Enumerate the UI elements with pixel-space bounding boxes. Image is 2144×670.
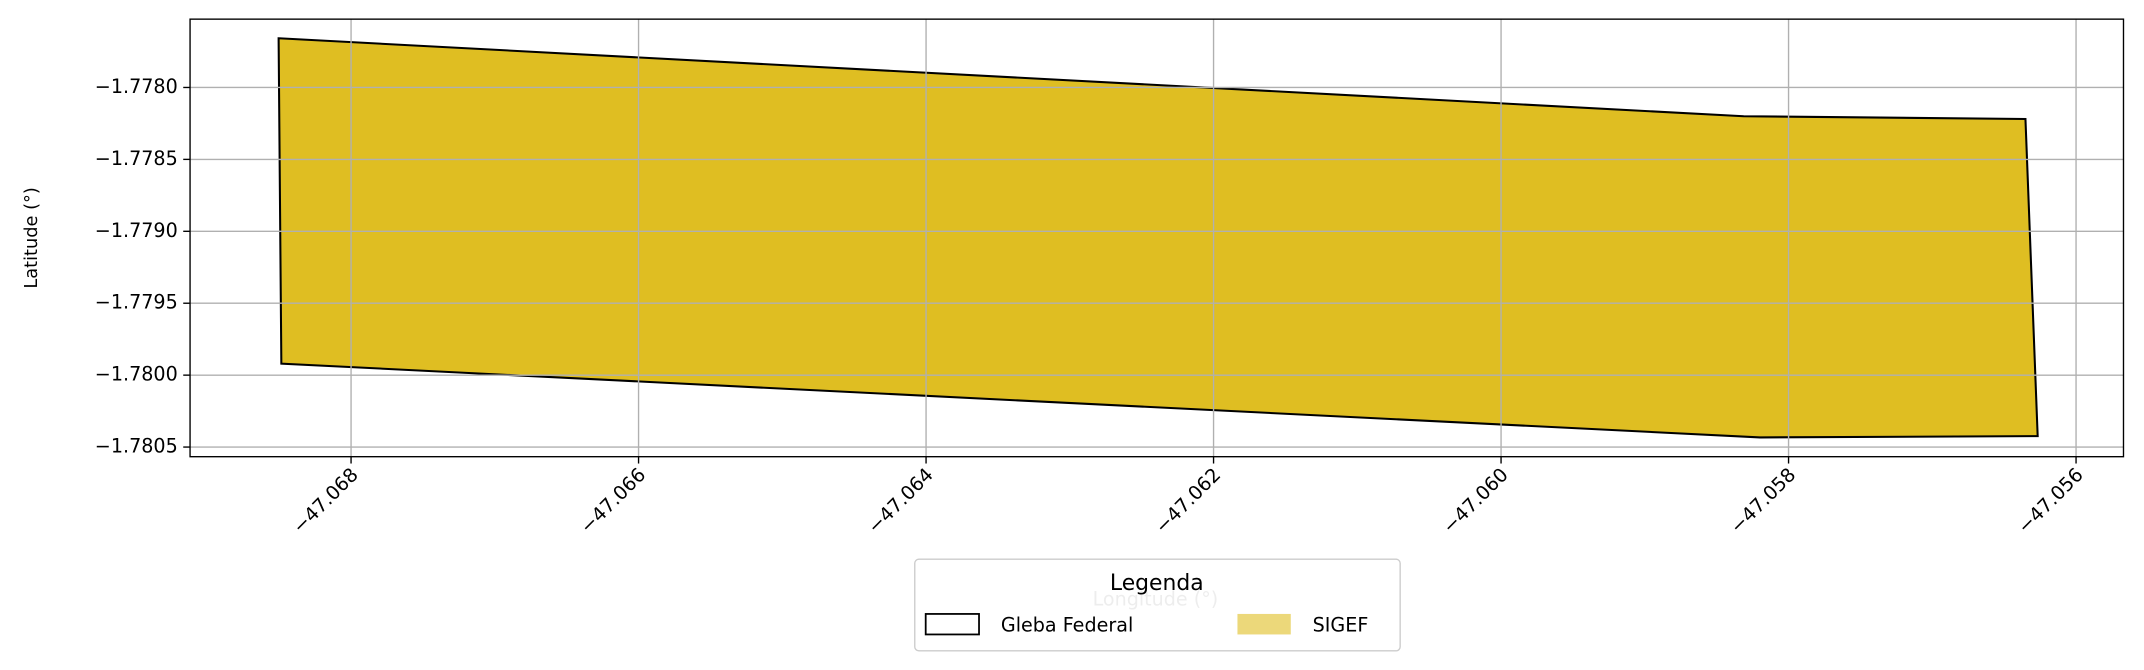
legend-swatch: [924, 613, 980, 636]
x-tick-label: −47.060: [1438, 463, 1513, 538]
y-axis-label: Latitude (°): [22, 187, 42, 289]
axes-frame: [189, 18, 2125, 458]
x-tick-label: −47.068: [288, 463, 363, 538]
y-tick-label: −1.7800: [95, 363, 178, 386]
legend-title: Legenda: [1110, 571, 1204, 596]
x-tick-label: −47.066: [575, 463, 650, 538]
legend-label: SIGEF: [1313, 614, 1369, 637]
y-tick-label: −1.7795: [95, 291, 178, 314]
plot-area: [277, 37, 2039, 439]
x-tick-label: −47.056: [2013, 463, 2088, 538]
x-tick-label: −47.062: [1150, 463, 1225, 538]
x-tick-label: −47.064: [863, 463, 938, 538]
gleba-outline: [277, 37, 2039, 439]
y-tick-label: −1.7805: [95, 435, 178, 458]
y-tick-label: −1.7790: [95, 219, 178, 242]
legend: Legenda Gleba Federal SIGEF: [914, 558, 1401, 652]
x-tick-label: −47.058: [1725, 463, 1800, 538]
legend-label: Gleba Federal: [1001, 614, 1133, 637]
legend-swatch: [1237, 613, 1291, 635]
sigef-area: [278, 38, 2038, 438]
y-tick-label: −1.7780: [95, 75, 178, 98]
y-tick-label: −1.7785: [95, 147, 178, 170]
